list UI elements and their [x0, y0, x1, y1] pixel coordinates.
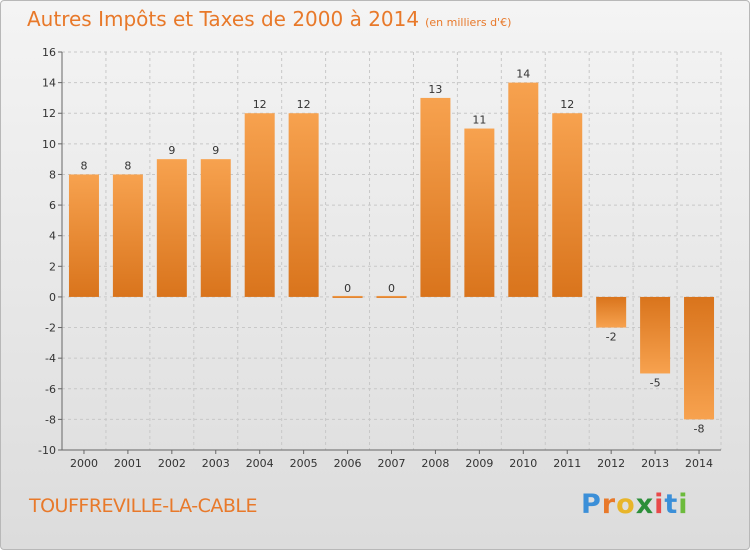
- bar-2005[interactable]: [288, 113, 319, 297]
- data-label-2006: 0: [344, 282, 351, 295]
- x-tick-label: 2003: [202, 457, 230, 470]
- x-tick-label: 2008: [421, 457, 449, 470]
- chart-title: Autres Impôts et Taxes de 2000 à 2014 (en…: [27, 7, 511, 31]
- axes: -10 -8 -6 -4 -2 0 2 4 6 8 10 12 14 16 2000 2001 2002 2003…: [38, 46, 721, 470]
- bar-2007[interactable]: [376, 295, 407, 298]
- x-tick-label: 2001: [114, 457, 142, 470]
- bar-2004[interactable]: [244, 113, 275, 297]
- data-label-2011: 12: [560, 98, 574, 111]
- bar-2000[interactable]: [68, 174, 99, 297]
- bar-2003[interactable]: [200, 159, 231, 297]
- data-label-2008: 13: [428, 83, 442, 96]
- x-tick-label: 2004: [246, 457, 274, 470]
- grid: [61, 51, 722, 451]
- x-tick-label: 2014: [685, 457, 713, 470]
- commune-name: TOUFFREVILLE-LA-CABLE: [29, 495, 258, 517]
- bar-2011[interactable]: [552, 113, 583, 297]
- bar-2006[interactable]: [332, 295, 363, 298]
- y-tick-label: 16: [42, 46, 56, 59]
- x-tick-label: 2010: [509, 457, 537, 470]
- bar-2013[interactable]: [640, 296, 671, 374]
- x-tick-label: 2002: [158, 457, 186, 470]
- logo-letter: i: [654, 489, 665, 520]
- x-tick-label: 2007: [378, 457, 406, 470]
- bars: [68, 82, 715, 420]
- bar-2002[interactable]: [156, 159, 187, 297]
- x-tick-label: 2013: [641, 457, 669, 470]
- bar-2012[interactable]: [596, 296, 627, 328]
- logo-letter: x: [635, 489, 655, 520]
- x-tick-label: 2000: [70, 457, 98, 470]
- proxiti-logo[interactable]: Proxiti: [581, 489, 689, 520]
- data-label-2007: 0: [388, 282, 395, 295]
- y-tick-label: -4: [45, 352, 56, 365]
- x-tick-label: 2012: [597, 457, 625, 470]
- y-tick-label: 12: [42, 107, 56, 120]
- x-tick-label: 2005: [290, 457, 318, 470]
- data-label-2002: 9: [168, 144, 175, 157]
- chart-title-text: Autres Impôts et Taxes de 2000 à 2014: [27, 7, 420, 31]
- data-label-2001: 8: [124, 159, 131, 172]
- data-label-2009: 11: [472, 114, 486, 127]
- data-label-2000: 8: [80, 159, 87, 172]
- x-tick-label: 2011: [553, 457, 581, 470]
- y-tick-label: 0: [49, 291, 56, 304]
- data-label-2003: 9: [212, 144, 219, 157]
- chart-unit: (en milliers d'€): [425, 16, 512, 29]
- y-tick-label: -8: [45, 413, 56, 426]
- bar-2009[interactable]: [464, 128, 495, 297]
- bar-2008[interactable]: [420, 97, 451, 297]
- y-tick-label: -2: [45, 322, 56, 335]
- logo-letter: P: [581, 489, 602, 520]
- y-tick-label: -10: [38, 444, 56, 457]
- data-label-2005: 12: [297, 98, 311, 111]
- bar-2001[interactable]: [112, 174, 143, 297]
- logo-letter: o: [616, 489, 636, 520]
- data-label-2014: -8: [694, 422, 705, 435]
- data-label-2013: -5: [650, 376, 661, 389]
- y-tick-label: 6: [49, 199, 56, 212]
- y-tick-label: 14: [42, 77, 56, 90]
- y-tick-label: 8: [49, 168, 56, 181]
- logo-letter: r: [601, 489, 617, 520]
- bar-2014[interactable]: [684, 296, 715, 420]
- logo-letter: i: [678, 489, 689, 520]
- x-tick-label: 2006: [334, 457, 362, 470]
- data-label-2012: -2: [606, 331, 617, 344]
- data-label-2004: 12: [253, 98, 267, 111]
- y-tick-label: 4: [49, 230, 56, 243]
- bar-2010[interactable]: [508, 82, 539, 297]
- logo-letter: t: [664, 489, 679, 520]
- data-label-2010: 14: [516, 68, 530, 81]
- y-tick-label: 2: [49, 260, 56, 273]
- y-tick-label: 10: [42, 138, 56, 151]
- x-tick-label: 2009: [465, 457, 493, 470]
- data-labels: 8 8 9 9 12 12 0 0 13 11 14 12 -2 -5 -8: [80, 68, 704, 436]
- y-tick-label: -6: [45, 383, 56, 396]
